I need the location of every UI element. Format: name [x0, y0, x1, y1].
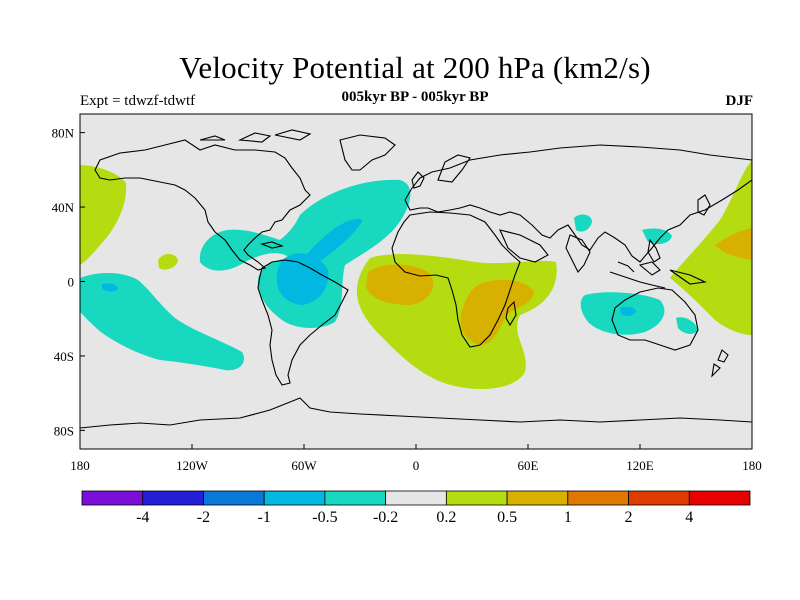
colorbar-label: -2: [197, 509, 210, 526]
chart-title: Velocity Potential at 200 hPa (km2/s): [179, 50, 651, 85]
lat-tick-label: 80S: [54, 423, 74, 438]
coast-indonesia: [609, 261, 707, 289]
coast-philippines: [647, 238, 661, 263]
colorbar-label: 4: [685, 509, 693, 526]
colorbar-label: -0.2: [373, 509, 398, 526]
coast-japan: [697, 194, 711, 216]
positive-region-west-pacific-core: [715, 228, 752, 260]
negative-region-arabian-sea: [574, 214, 592, 232]
coast-australia: [611, 287, 699, 351]
coast-africa: [391, 211, 521, 348]
colorbar: -4 -2 -1 -0.5 -0.2 0.2 0.5 1 2 4: [81, 490, 751, 526]
coast-south-america: [257, 259, 349, 386]
colorbar-swatch: [506, 490, 569, 506]
colorbar-swatch: [203, 490, 265, 506]
coast-india: [565, 234, 591, 273]
coast-arctic-islands: [199, 129, 312, 143]
lon-tick-label: 120E: [626, 458, 654, 473]
positive-region-east-pacific: [158, 254, 178, 270]
coast-scandinavia: [437, 154, 471, 183]
colorbar-swatch: [81, 490, 144, 506]
coast-uk: [411, 171, 425, 189]
colorbar-label: 1: [564, 509, 572, 526]
lat-tick-label: 80N: [52, 126, 75, 141]
negative-region-coral-sea: [676, 317, 698, 334]
colorbar-swatch: [445, 490, 508, 506]
colorbar-label: 0.2: [436, 509, 456, 526]
colorbar-label: 2: [625, 509, 633, 526]
lon-tick-label: 120W: [176, 458, 209, 473]
season-label: DJF: [725, 93, 754, 109]
chart-subtitle: 005kyr BP - 005kyr BP: [341, 89, 489, 105]
coast-antarctica: [80, 397, 752, 429]
colorbar-swatch: [567, 490, 629, 506]
colorbar-swatch: [688, 490, 751, 506]
lon-tick-label: 60W: [291, 458, 317, 473]
coast-arabia: [499, 229, 549, 263]
negative-region-amazon-core: [276, 253, 329, 305]
colorbar-swatch: [385, 490, 447, 506]
coast-cuba: [260, 241, 284, 249]
colorbar-label: -1: [258, 509, 271, 526]
coast-eurasia: [404, 144, 752, 263]
colorbar-label: -0.5: [312, 509, 337, 526]
latitude-axis: 80N 40N 0 40S 80S: [52, 126, 85, 438]
lon-tick-label: 180: [70, 458, 90, 473]
colorbar-swatch: [628, 490, 690, 506]
colorbar-label: -4: [136, 509, 149, 526]
lon-tick-label: 60E: [518, 458, 539, 473]
lat-tick-label: 40S: [54, 349, 74, 364]
lat-tick-label: 40N: [52, 200, 75, 215]
experiment-label: Expt = tdwzf-tdwtf: [80, 93, 196, 109]
lat-tick-label: 0: [68, 275, 75, 290]
positive-region-africa-core-east: [460, 279, 534, 345]
negative-region-australia-core: [620, 306, 636, 316]
negative-region-south-pacific-core: [102, 283, 118, 292]
colorbar-swatch: [263, 490, 326, 506]
negative-region-south-pacific: [80, 273, 245, 371]
lon-tick-label: 180: [742, 458, 762, 473]
colorbar-label: 0.5: [497, 509, 517, 526]
coast-new-zealand: [711, 349, 729, 378]
coast-north-america: [94, 139, 311, 271]
coast-greenland: [339, 134, 396, 171]
coast-madagascar: [505, 300, 517, 327]
positive-region-west-pacific: [670, 160, 752, 335]
coastlines: [80, 129, 752, 429]
colorbar-swatch: [142, 490, 204, 506]
negative-region-atlantic-core: [300, 218, 362, 268]
colorbar-swatch: [324, 490, 387, 506]
lon-tick-label: 0: [413, 458, 420, 473]
positive-region-pacific-west-edge: [80, 165, 127, 265]
longitude-axis: 180 120W 60W 0 60E 120E 180: [70, 444, 762, 473]
